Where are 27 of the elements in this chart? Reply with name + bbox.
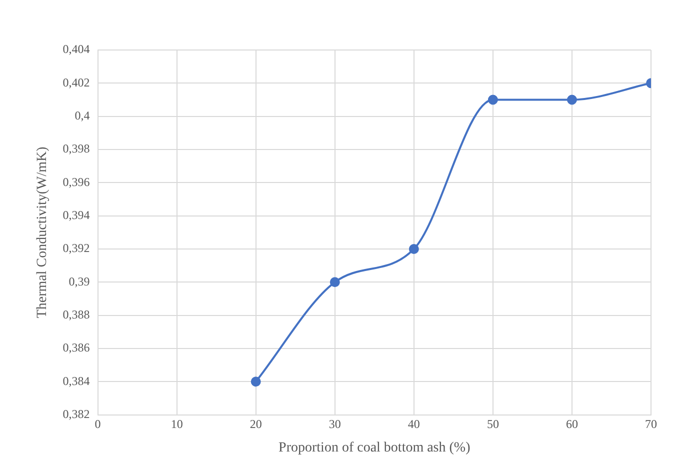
x-tick-label: 0 bbox=[94, 417, 101, 432]
y-tick-label: 0,404 bbox=[62, 42, 90, 56]
x-tick-label: 70 bbox=[645, 417, 657, 432]
point bbox=[488, 94, 498, 105]
y-tick-label: 0,402 bbox=[62, 75, 90, 90]
x-tick-label: 40 bbox=[408, 417, 420, 432]
point bbox=[566, 94, 577, 105]
x-tick-label: 60 bbox=[566, 417, 578, 432]
y-tick-label: 0,392 bbox=[62, 241, 90, 256]
x-axis-title: Proportion of coal bottom ash (%) bbox=[278, 440, 471, 456]
x-tick-label: 30 bbox=[328, 417, 341, 432]
point bbox=[330, 277, 340, 288]
y-tick-label: 0,396 bbox=[62, 174, 90, 189]
y-axis-title: Thermal Conductivity(W/mK) bbox=[35, 146, 50, 318]
y-tick-label: 0,386 bbox=[62, 340, 90, 355]
y-tick-label: 0,4 bbox=[74, 108, 90, 122]
y-tick-label: 0,394 bbox=[62, 208, 90, 222]
y-tick-label: 0,382 bbox=[62, 406, 90, 421]
point bbox=[408, 244, 419, 254]
y-tick-label: 0,388 bbox=[62, 307, 90, 322]
x-tick-label: 50 bbox=[486, 417, 499, 432]
x-tick-label: 10 bbox=[170, 417, 183, 432]
x-tick-label: 20 bbox=[250, 417, 262, 432]
y-tick-label: 0,398 bbox=[62, 142, 90, 156]
y-tick-label: 0,384 bbox=[62, 374, 90, 388]
point bbox=[250, 376, 261, 387]
y-tick-label: 0,39 bbox=[68, 274, 90, 288]
